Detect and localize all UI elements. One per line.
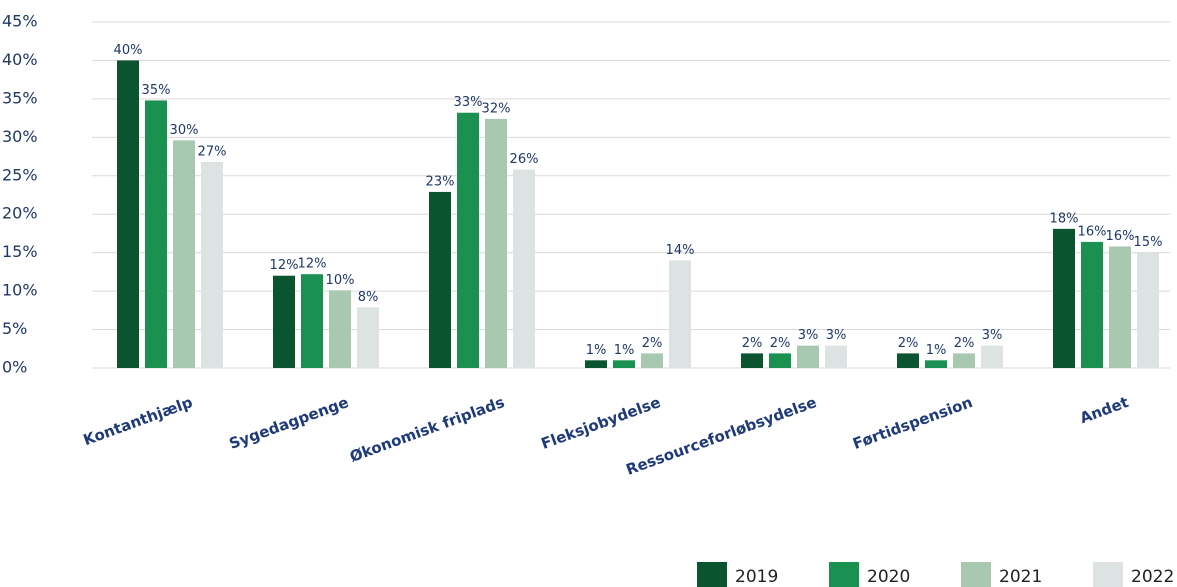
legend-swatch [961,562,991,587]
value-label: 3% [982,328,1003,343]
value-label: 14% [666,243,695,258]
value-label: 12% [298,257,327,272]
x-tick-label: Sygedagpenge [227,393,351,453]
value-label: 1% [614,343,635,358]
bar [641,353,663,368]
y-tick-label: 30% [2,127,38,146]
value-label: 2% [642,336,663,351]
bar [301,274,323,368]
value-label: 2% [954,336,975,351]
bar [429,191,451,368]
value-label: 35% [142,83,171,98]
bar [797,345,819,368]
bar [953,353,975,368]
value-label: 18% [1050,211,1079,226]
legend-swatch [697,562,727,587]
legend-label: 2019 [735,567,778,587]
value-label: 2% [742,336,763,351]
value-label: 15% [1134,235,1163,250]
y-tick-label: 15% [2,242,38,261]
y-tick-label: 10% [2,281,38,300]
x-tick-label: Kontanthjælp [81,393,195,449]
bar [201,161,223,368]
legend-label: 2021 [999,567,1042,587]
legend-swatch [1093,562,1123,587]
value-label: 10% [326,273,355,288]
legend-label: 2022 [1131,567,1174,587]
bar [117,60,139,368]
bar [145,100,167,368]
bar [741,353,763,368]
bar [1053,228,1075,368]
y-tick-label: 45% [2,12,38,31]
x-tick-label: Fleksjobydelse [539,393,663,453]
value-label: 16% [1078,224,1107,239]
bar [825,345,847,368]
value-label: 1% [926,343,947,358]
value-label: 2% [898,336,919,351]
bar [173,140,195,368]
value-label: 30% [170,123,199,138]
value-label: 32% [482,101,511,116]
value-label: 33% [454,95,483,110]
y-tick-label: 40% [2,50,38,69]
y-tick-label: 0% [2,358,27,377]
legend-label: 2020 [867,567,910,587]
bar [329,290,351,368]
value-label: 2% [770,336,791,351]
y-tick-label: 35% [2,88,38,107]
value-label: 26% [510,152,539,167]
bar [485,118,507,368]
legend-swatch [829,562,859,587]
bar [669,260,691,368]
value-label: 1% [586,343,607,358]
bar [613,360,635,368]
bar [585,360,607,368]
bar [457,112,479,369]
bar [273,275,295,368]
bar [513,169,535,368]
value-label: 23% [426,174,455,189]
value-label: 16% [1106,229,1135,244]
value-label: 3% [826,328,847,343]
value-label: 27% [198,144,227,159]
bar [357,307,379,368]
y-tick-label: 5% [2,319,27,338]
y-tick-label: 25% [2,165,38,184]
bar [981,345,1003,368]
bar [897,353,919,368]
x-tick-label: Andet [1077,393,1130,427]
y-tick-label: 20% [2,204,38,223]
value-label: 8% [358,290,379,305]
value-label: 12% [270,258,299,273]
bar [1081,241,1103,368]
value-label: 3% [798,328,819,343]
value-label: 40% [114,43,143,58]
bar [769,353,791,368]
x-tick-label: Økonomisk friplads [347,393,507,466]
bar [1109,246,1131,368]
x-tick-label: Førtidspension [850,393,975,453]
bar [1137,252,1159,368]
bar [925,360,947,368]
